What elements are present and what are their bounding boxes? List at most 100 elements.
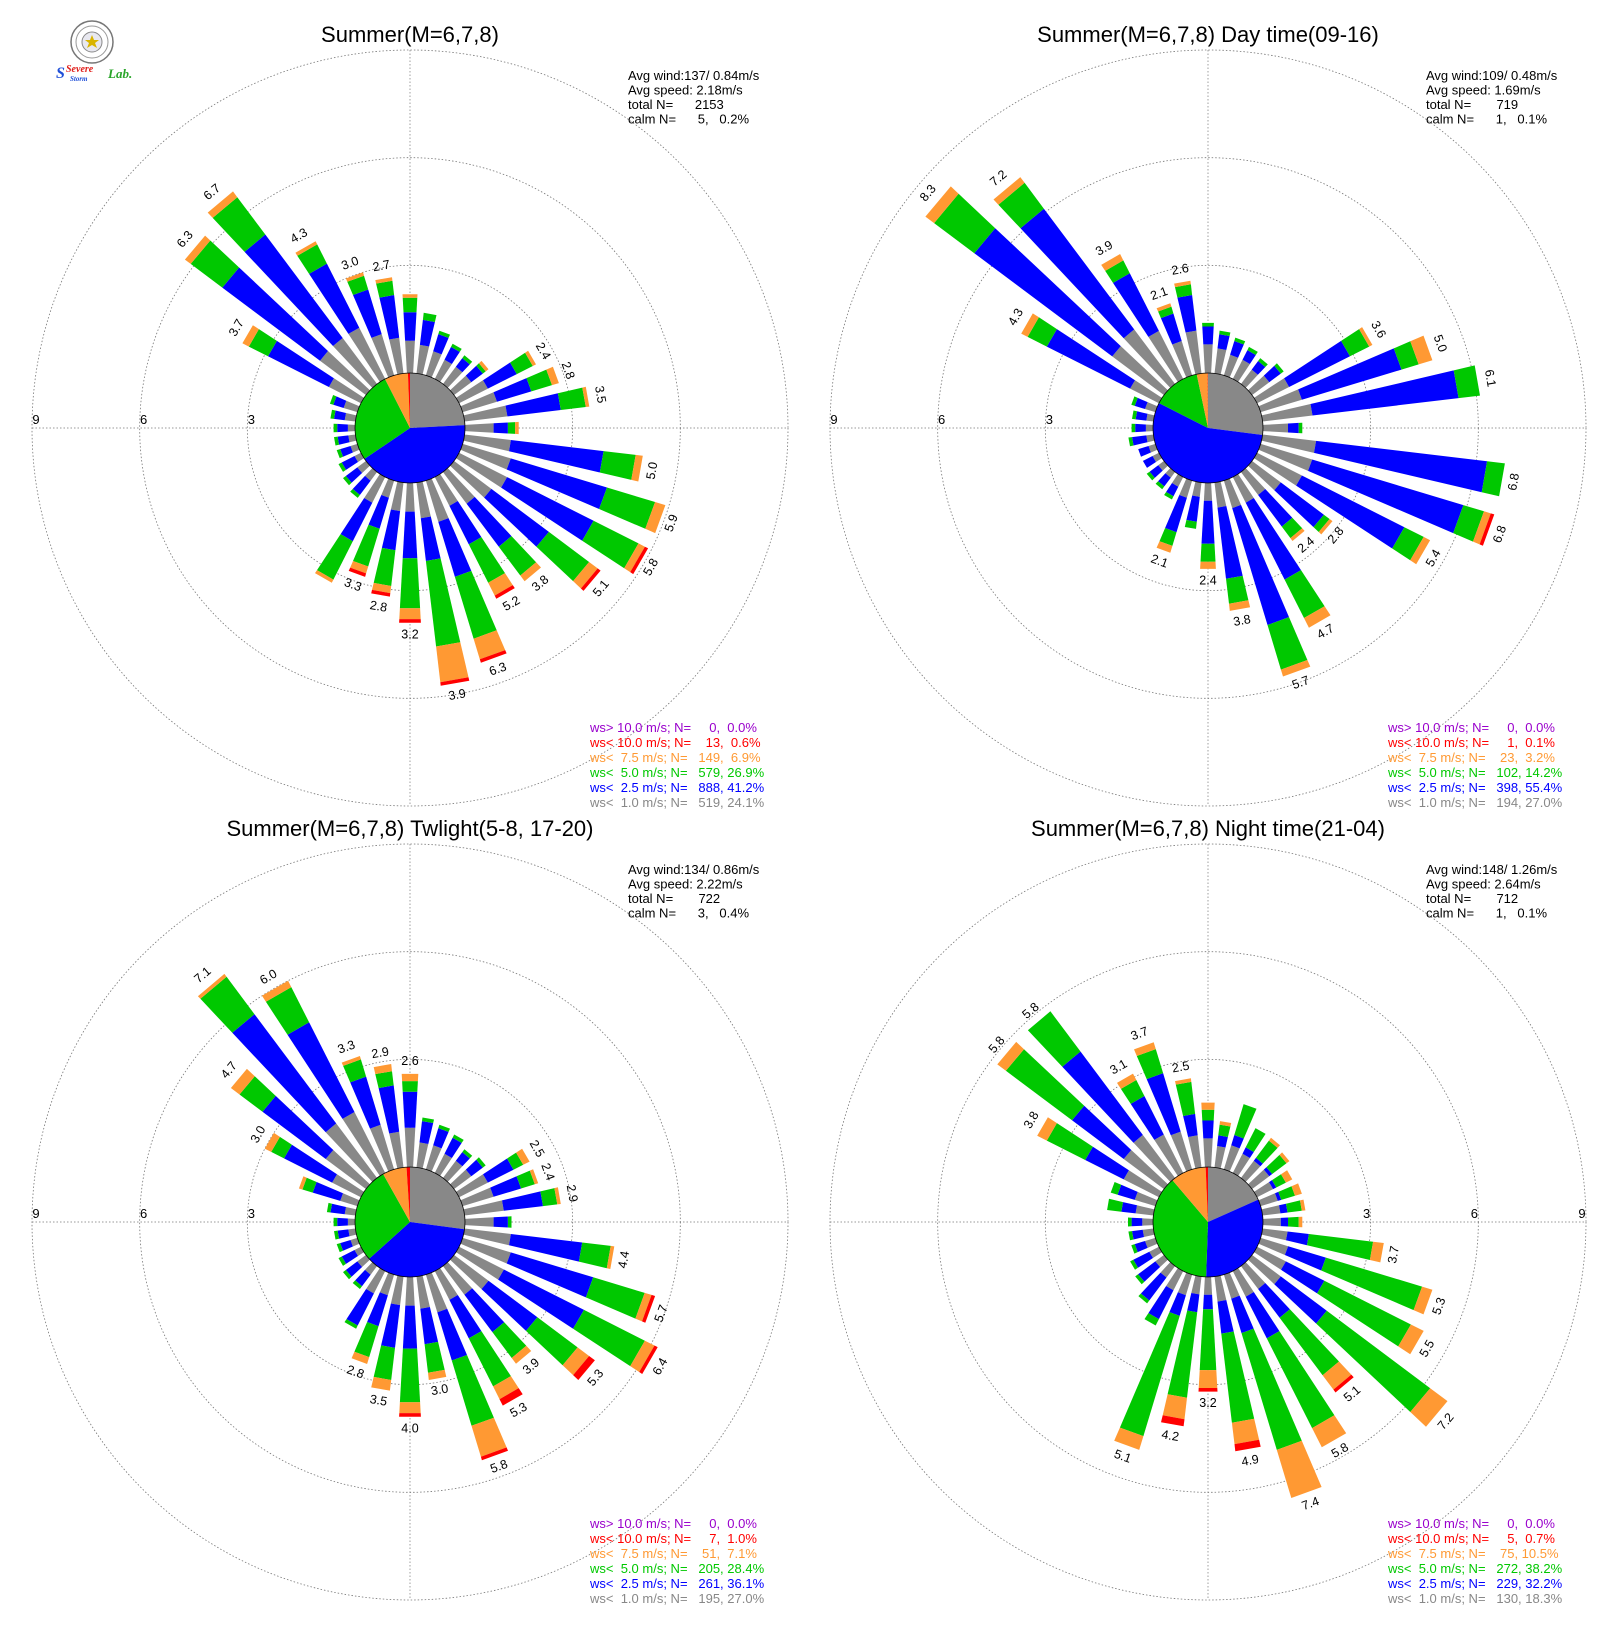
bar-total-label: 4.4 xyxy=(615,1250,632,1270)
bar-segment xyxy=(1199,1309,1217,1371)
ring-tick-label: 3 xyxy=(1046,412,1053,427)
bar-segment xyxy=(1410,335,1433,365)
bar-segment xyxy=(416,1142,429,1169)
bar-segment xyxy=(436,642,469,683)
bar-segment xyxy=(444,346,460,364)
bar-segment xyxy=(390,1275,404,1306)
bar-segment xyxy=(1123,329,1176,388)
bar-segment xyxy=(1248,375,1270,396)
direction-bars xyxy=(925,177,1505,677)
bar-segment xyxy=(630,1340,655,1372)
bar-segment xyxy=(1258,443,1313,471)
bar-total-label: 3.6 xyxy=(1368,319,1389,341)
bar-segment xyxy=(416,1275,430,1309)
bar-segment xyxy=(1298,348,1402,400)
pie-outline xyxy=(1152,1166,1264,1278)
bar-segment xyxy=(1234,337,1246,345)
bar-segment xyxy=(271,1136,292,1159)
bar-total-label: 2.1 xyxy=(1148,284,1169,303)
pie-slice xyxy=(1208,1167,1259,1222)
bar-segment xyxy=(1286,1200,1302,1213)
bar-segment xyxy=(468,1331,511,1387)
speed-pie xyxy=(354,1166,466,1278)
bar-total-label: 7.2 xyxy=(987,167,1009,189)
bar-segment xyxy=(1232,1268,1254,1297)
bar-segment xyxy=(344,413,357,422)
bar-segment xyxy=(381,509,401,551)
bar-segment xyxy=(333,338,378,388)
bar-segment xyxy=(365,468,378,481)
speed-legend: ws> 10.0 m/s; N= 0, 0.0%ws< 10.0 m/s; N=… xyxy=(589,720,765,810)
bar-segment xyxy=(1258,1193,1278,1207)
bar-total-label: 2.4 xyxy=(1295,534,1317,556)
pie-slice xyxy=(383,1167,410,1222)
bar-segment xyxy=(265,987,310,1035)
legend-entry: ws< 10.0 m/s; N= 1, 0.1% xyxy=(1387,735,1555,750)
stats-line: total N= 712 xyxy=(1426,891,1518,906)
bar-segment xyxy=(1245,1292,1280,1339)
polar-grid: 3 6 9 xyxy=(31,843,789,1601)
direction-bars xyxy=(197,973,658,1461)
bar-segment xyxy=(463,434,511,452)
bar-segment xyxy=(455,1152,470,1167)
severe-storm-lab-logo: S Severe Storm Lab. xyxy=(56,20,132,83)
bar-segment xyxy=(425,1145,442,1172)
bar-segment xyxy=(1321,1257,1423,1311)
bar-segment xyxy=(1184,520,1197,529)
bar-segment xyxy=(357,460,370,473)
bar-segment xyxy=(1170,1131,1193,1172)
ring-tick-label: 3 xyxy=(248,1206,255,1221)
bar-segment xyxy=(1136,1049,1164,1080)
bar-total-label: 5.8 xyxy=(986,1033,1008,1055)
bar-segment xyxy=(1262,423,1288,433)
bar-segment xyxy=(1240,1262,1266,1289)
bar-segment xyxy=(338,462,346,472)
bar-segment xyxy=(244,234,343,346)
bar-segment xyxy=(1187,1293,1200,1313)
bar-total-label: 3.0 xyxy=(339,254,360,273)
bar-segment xyxy=(1119,1312,1180,1437)
bar-segment xyxy=(1148,1286,1174,1320)
bar-segment xyxy=(464,423,494,433)
bar-segment xyxy=(624,543,645,573)
bar-segment xyxy=(416,344,430,375)
bar-segment xyxy=(264,1132,280,1152)
wind-rose-panel-3: Summer(M=6,7,8) Twlight(5-8, 17-20) 3 6 9 2.… xyxy=(31,816,789,1606)
stats-line: Avg speed: 2.64m/s xyxy=(1426,877,1541,892)
ring-tick-label: 9 xyxy=(830,412,837,427)
bar-segment xyxy=(1267,617,1308,670)
logo-line1: S xyxy=(56,65,65,82)
bar-segment xyxy=(1203,482,1213,501)
bar-segment xyxy=(460,392,497,413)
bar-segment xyxy=(1062,1051,1143,1143)
bar-segment xyxy=(344,1319,358,1329)
bar-segment xyxy=(456,452,508,488)
bar-segment xyxy=(1027,1011,1081,1067)
logo-line3-text: Lab. xyxy=(107,66,132,81)
bar-segment xyxy=(1274,482,1324,528)
bar-segment xyxy=(1201,500,1215,544)
bar-total-label: 3.9 xyxy=(447,686,467,703)
bar-total-label: 3.8 xyxy=(529,572,551,594)
bar-segment xyxy=(371,589,391,597)
bar-segment xyxy=(326,1202,332,1213)
bar-total-label: 3.9 xyxy=(520,1355,542,1377)
bar-segment xyxy=(402,1305,418,1349)
bar-segment xyxy=(460,1187,494,1207)
bar-segment xyxy=(1231,1135,1244,1149)
bar-segment xyxy=(1131,423,1136,433)
bar-segment xyxy=(1138,1293,1150,1304)
bar-segment xyxy=(1107,1198,1123,1212)
bar-segment xyxy=(578,1242,611,1269)
speed-legend: ws> 10.0 m/s; N= 0, 0.0%ws< 10.0 m/s; N=… xyxy=(589,1516,765,1606)
bar-segment xyxy=(1223,1145,1240,1172)
bar-segment xyxy=(340,446,353,457)
bar-segment xyxy=(520,562,541,582)
bar-segment xyxy=(372,582,392,594)
bar-segment xyxy=(471,1417,507,1457)
bar-total-label: 4.9 xyxy=(1240,1452,1260,1469)
bar-segment xyxy=(1186,495,1200,522)
bar-total-label: 2.4 xyxy=(1199,573,1216,587)
bar-segment xyxy=(463,1200,504,1216)
